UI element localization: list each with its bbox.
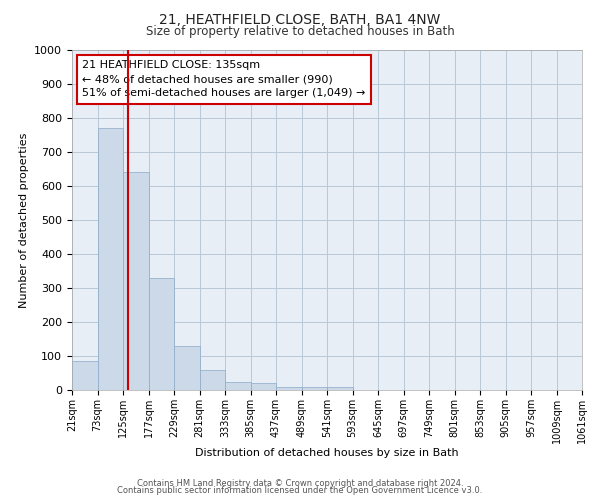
Bar [225,382,251,390]
Bar [123,172,149,390]
Bar [251,383,276,390]
Bar [72,361,97,390]
Bar [149,278,174,390]
Text: Contains public sector information licensed under the Open Government Licence v3: Contains public sector information licen… [118,486,482,495]
Text: 21, HEATHFIELD CLOSE, BATH, BA1 4NW: 21, HEATHFIELD CLOSE, BATH, BA1 4NW [160,12,440,26]
Y-axis label: Number of detached properties: Number of detached properties [19,132,29,308]
Bar [97,128,123,390]
Bar [327,386,353,390]
Bar [276,386,302,390]
Bar [199,370,225,390]
Bar [302,388,327,390]
Text: Size of property relative to detached houses in Bath: Size of property relative to detached ho… [146,25,454,38]
X-axis label: Distribution of detached houses by size in Bath: Distribution of detached houses by size … [195,448,459,458]
Text: 21 HEATHFIELD CLOSE: 135sqm
← 48% of detached houses are smaller (990)
51% of se: 21 HEATHFIELD CLOSE: 135sqm ← 48% of det… [82,60,365,98]
Text: Contains HM Land Registry data © Crown copyright and database right 2024.: Contains HM Land Registry data © Crown c… [137,478,463,488]
Bar [174,346,199,390]
